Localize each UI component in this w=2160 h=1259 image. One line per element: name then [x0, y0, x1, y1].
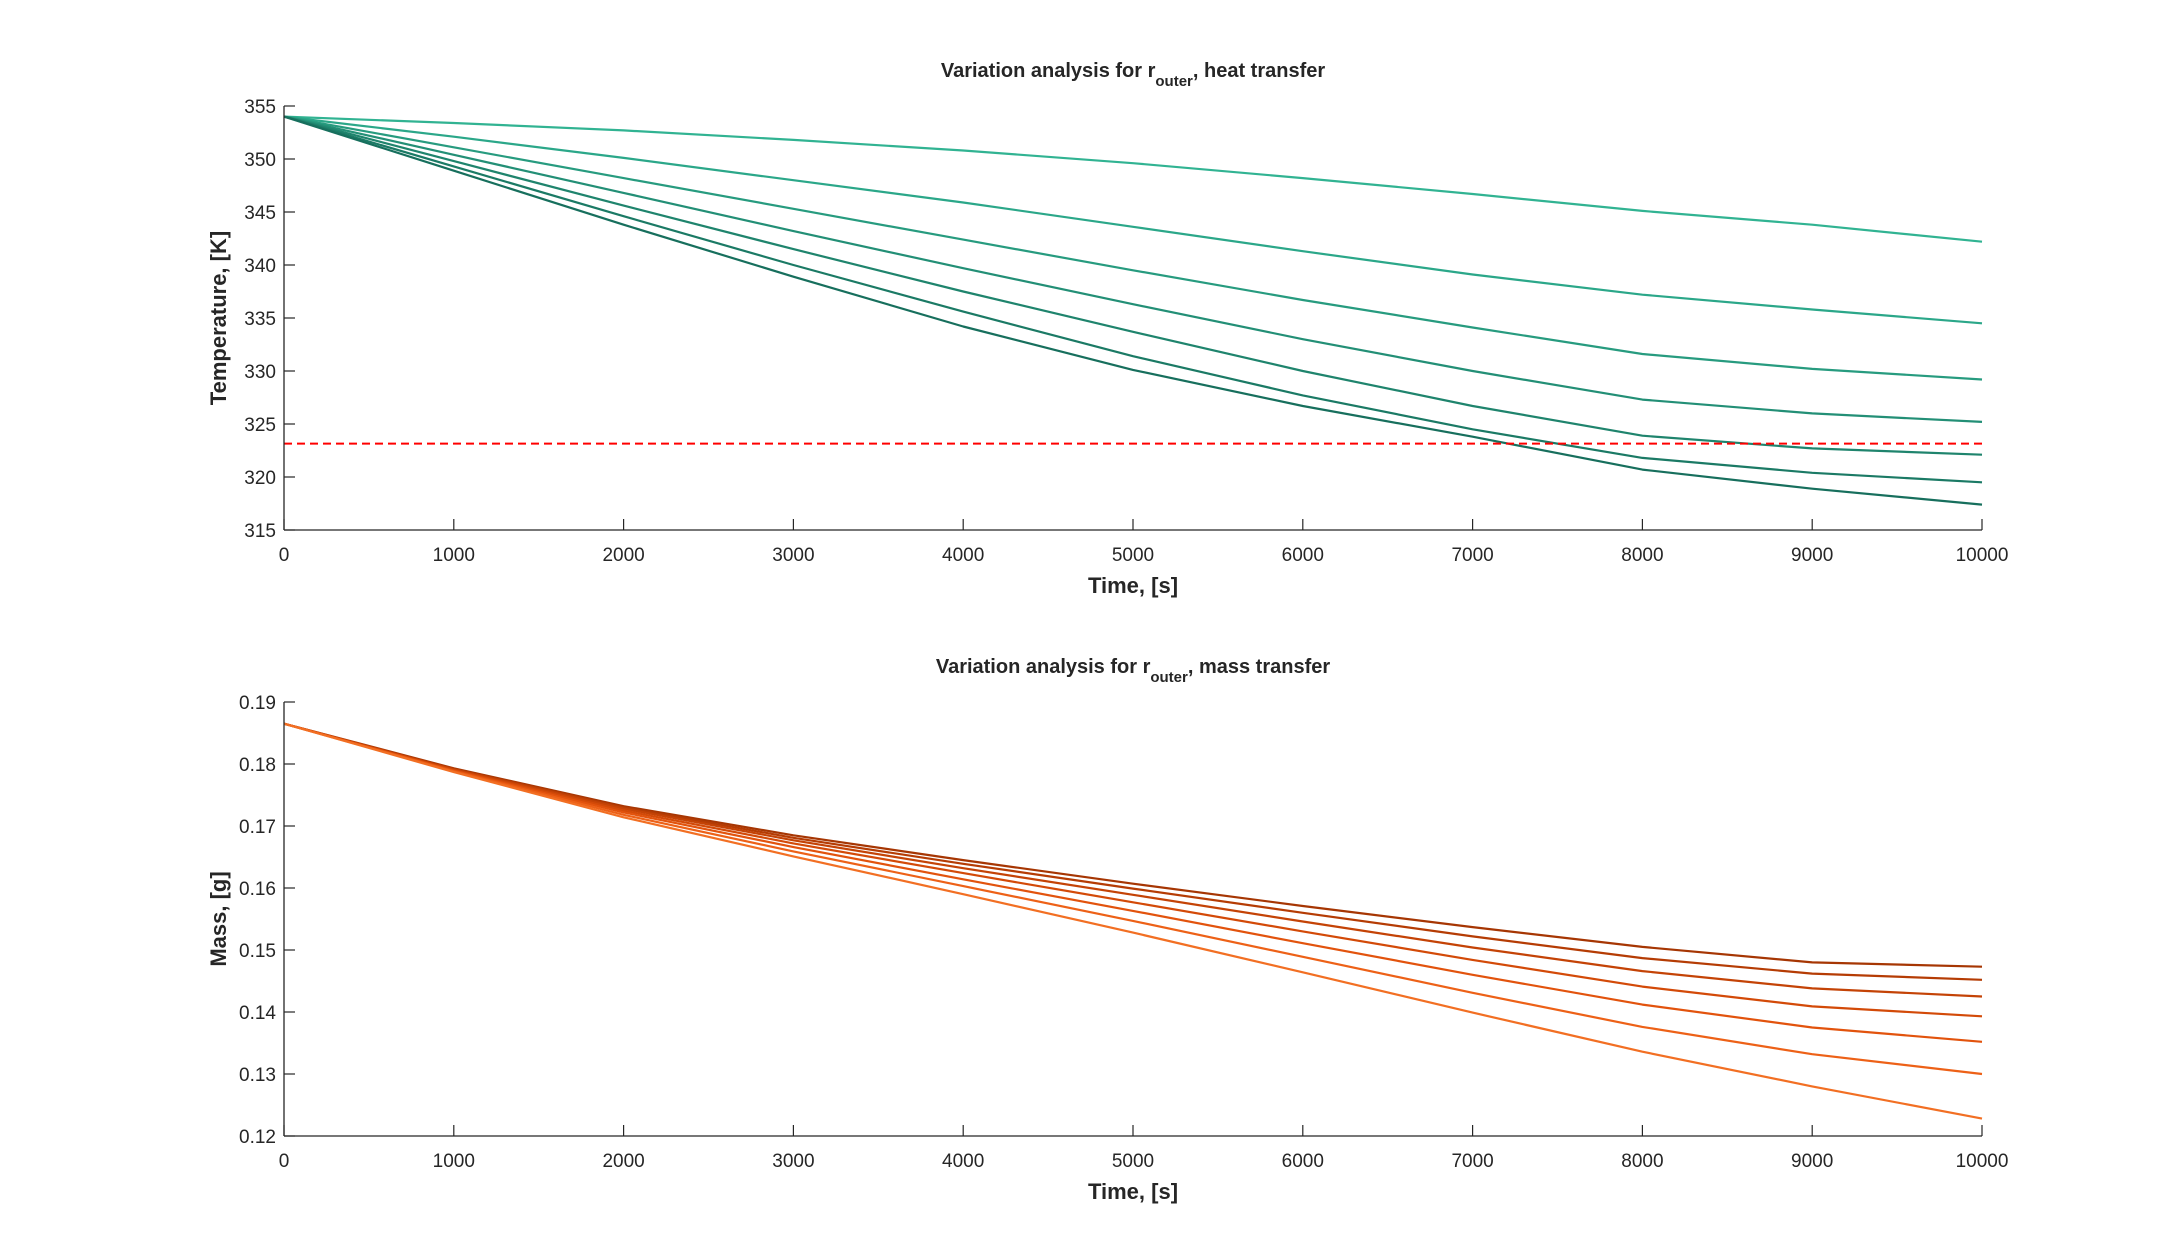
x-tick-label: 10000	[1956, 1151, 2009, 1172]
x-tick-label: 1000	[433, 1151, 475, 1172]
x-tick-label: 10000	[1956, 545, 2009, 566]
y-tick-label: 330	[244, 362, 276, 383]
y-tick-label: 345	[244, 203, 276, 224]
y-tick-label: 315	[244, 521, 276, 542]
x-tick-label: 4000	[942, 545, 984, 566]
x-tick-label: 5000	[1112, 1151, 1154, 1172]
x-tick-label: 0	[279, 545, 290, 566]
y-axis-label: Mass, [g]	[206, 871, 231, 966]
y-tick-label: 335	[244, 309, 276, 330]
chart-heat: 0 1000 2000 3000 4000 5000 6000 7000 8000 9000 100…	[206, 60, 2008, 598]
x-tick-label: 2000	[602, 1151, 644, 1172]
x-tick-label: 4000	[942, 1151, 984, 1172]
x-tick-label: 3000	[772, 1151, 814, 1172]
x-tick-label: 1000	[433, 545, 475, 566]
chart-title: Variation analysis for router, mass tran…	[936, 656, 1331, 686]
x-tick-label: 9000	[1791, 545, 1833, 566]
chart-mass: 0 1000 2000 3000 4000 5000 6000 7000 8000 9000 100…	[206, 656, 2008, 1204]
series-line-2	[283, 722, 1983, 981]
x-tick-label: 6000	[1282, 1151, 1324, 1172]
y-tick-label: 0.17	[239, 817, 276, 838]
series-line-5	[283, 115, 1983, 456]
series-line-1	[283, 722, 1983, 968]
series-line-7	[283, 722, 1983, 1120]
series-line-5	[283, 722, 1983, 1043]
y-tick-label: 340	[244, 256, 276, 277]
y-tick-label: 355	[244, 97, 276, 118]
x-tick-label: 3000	[772, 545, 814, 566]
y-tick-label: 0.15	[239, 941, 276, 962]
series-line-7	[283, 115, 1983, 506]
x-axis-label: Time, [s]	[1088, 573, 1178, 598]
y-axis-label: Temperature, [K]	[206, 231, 231, 405]
y-tick-label: 0.16	[239, 879, 276, 900]
y-tick-label: 0.12	[239, 1127, 276, 1148]
series-line-3	[283, 115, 1983, 381]
series-line-1	[283, 115, 1983, 243]
x-tick-label: 9000	[1791, 1151, 1833, 1172]
series-line-3	[283, 722, 1983, 998]
x-tick-label: 7000	[1451, 1151, 1493, 1172]
x-tick-label: 0	[279, 1151, 290, 1172]
series-line-4	[283, 115, 1983, 423]
series-line-6	[283, 722, 1983, 1076]
y-tick-label: 0.13	[239, 1065, 276, 1086]
y-tick-label: 0.18	[239, 755, 276, 776]
x-tick-label: 2000	[602, 545, 644, 566]
x-tick-label: 7000	[1451, 545, 1493, 566]
y-tick-label: 350	[244, 150, 276, 171]
chart-title: Variation analysis for router, heat tran…	[941, 60, 1326, 90]
y-tick-label: 325	[244, 415, 276, 436]
y-tick-label: 0.14	[239, 1003, 276, 1024]
x-tick-label: 8000	[1621, 1151, 1663, 1172]
x-tick-label: 8000	[1621, 545, 1663, 566]
series-line-2	[283, 115, 1983, 325]
series-line-6	[283, 115, 1983, 484]
x-tick-label: 6000	[1282, 545, 1324, 566]
x-tick-label: 5000	[1112, 545, 1154, 566]
y-tick-label: 0.19	[239, 693, 276, 714]
x-axis-label: Time, [s]	[1088, 1179, 1178, 1204]
series-line-4	[283, 722, 1983, 1018]
y-tick-label: 320	[244, 468, 276, 489]
